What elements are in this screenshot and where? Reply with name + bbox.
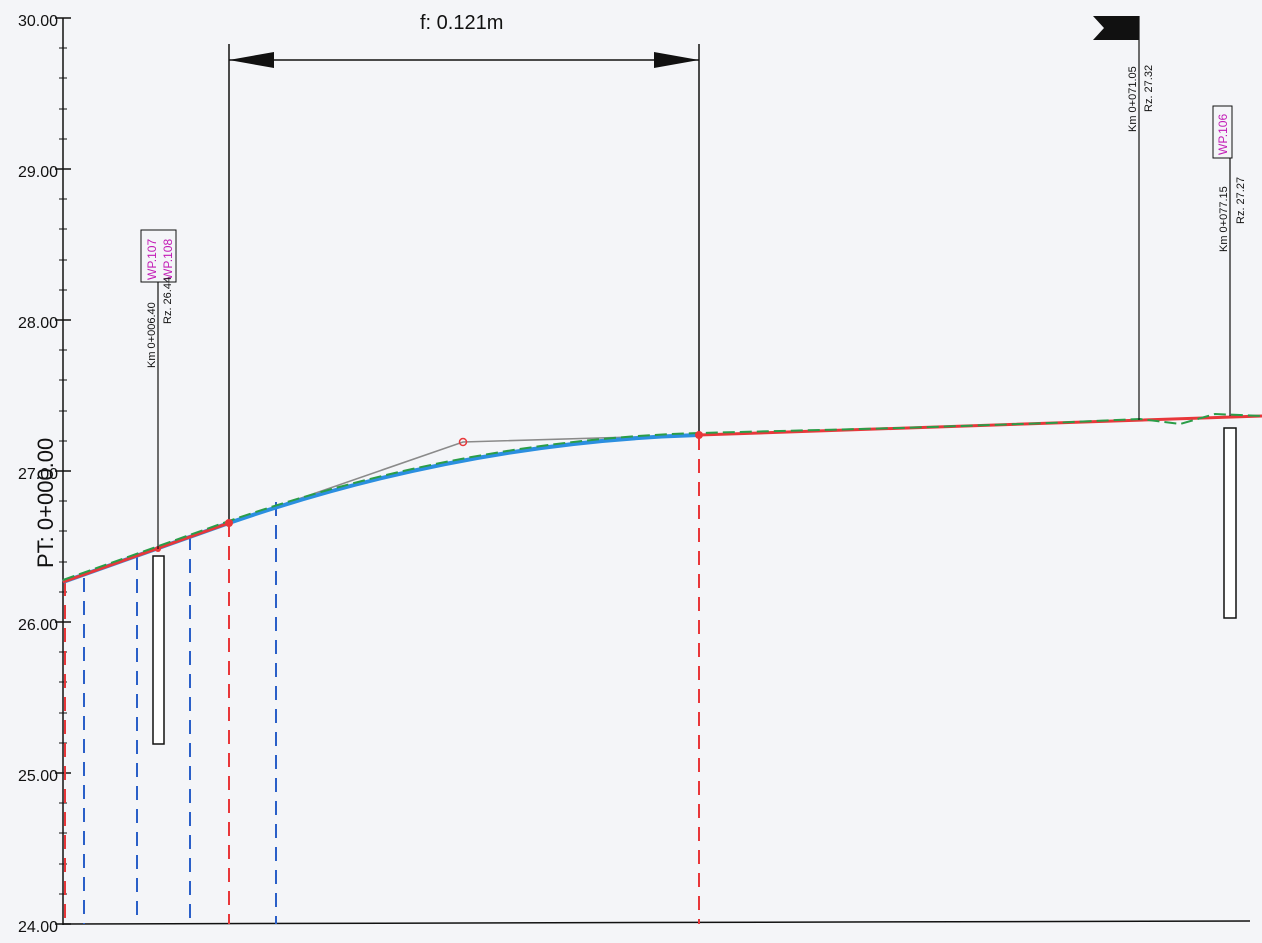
y-tick-label: 27.00 bbox=[18, 466, 58, 483]
dimension-arrow-left-icon bbox=[229, 52, 274, 68]
pvi-point bbox=[458, 437, 468, 447]
station-km-label: Km 0+071.05 bbox=[1127, 66, 1139, 132]
tangent-line bbox=[228, 434, 700, 524]
y-tick-label: 26.00 bbox=[18, 617, 58, 634]
vertex-point bbox=[225, 519, 233, 527]
pile-symbol bbox=[152, 555, 165, 745]
vertex-point bbox=[695, 431, 703, 439]
marker-box bbox=[1212, 105, 1233, 159]
dimension-arrow-right-icon bbox=[654, 52, 699, 68]
y-tick-label: 30.00 bbox=[18, 13, 58, 30]
design-line bbox=[62, 414, 1262, 584]
station-label: PT: 0+000.00 bbox=[33, 438, 58, 568]
elevation-label: Rz. 27.32 bbox=[1143, 65, 1155, 112]
flag-icon bbox=[1093, 16, 1139, 40]
x-axis bbox=[62, 920, 1251, 925]
marker-wp107-108: WP.107 WP.108 Km 0+006.40 Rz. 26.44 bbox=[140, 229, 177, 745]
station-km-label: Km 0+006.40 bbox=[146, 302, 158, 368]
y-tick-marks bbox=[55, 17, 71, 925]
y-tick-label: 28.00 bbox=[18, 315, 58, 332]
dashed-verticals-blue bbox=[83, 502, 277, 924]
wp-label: WP.108 bbox=[161, 239, 175, 280]
y-tick-label: 24.00 bbox=[18, 919, 58, 936]
elevation-label: Rz. 26.44 bbox=[162, 277, 174, 324]
y-tick-label: 25.00 bbox=[18, 768, 58, 785]
terrain-line bbox=[62, 412, 1262, 581]
wp-label: WP.106 bbox=[1216, 114, 1230, 155]
station-km-label: Km 0+077.15 bbox=[1218, 186, 1230, 252]
dashed-verticals-red bbox=[64, 436, 700, 924]
marker-wp106: WP.106 Km 0+077.15 Rz. 27.27 bbox=[1212, 105, 1247, 619]
profile-line bbox=[62, 433, 700, 584]
marker-flag: Km 0+071.05 Rz. 27.32 bbox=[1093, 16, 1155, 420]
pile-symbol bbox=[1223, 427, 1237, 619]
elevation-label: Rz. 27.27 bbox=[1235, 177, 1247, 224]
dimension-label: f: 0.121m bbox=[420, 12, 503, 34]
wp-label: WP.107 bbox=[145, 239, 159, 280]
marker-box bbox=[140, 229, 177, 283]
y-tick-label: 29.00 bbox=[18, 164, 58, 181]
